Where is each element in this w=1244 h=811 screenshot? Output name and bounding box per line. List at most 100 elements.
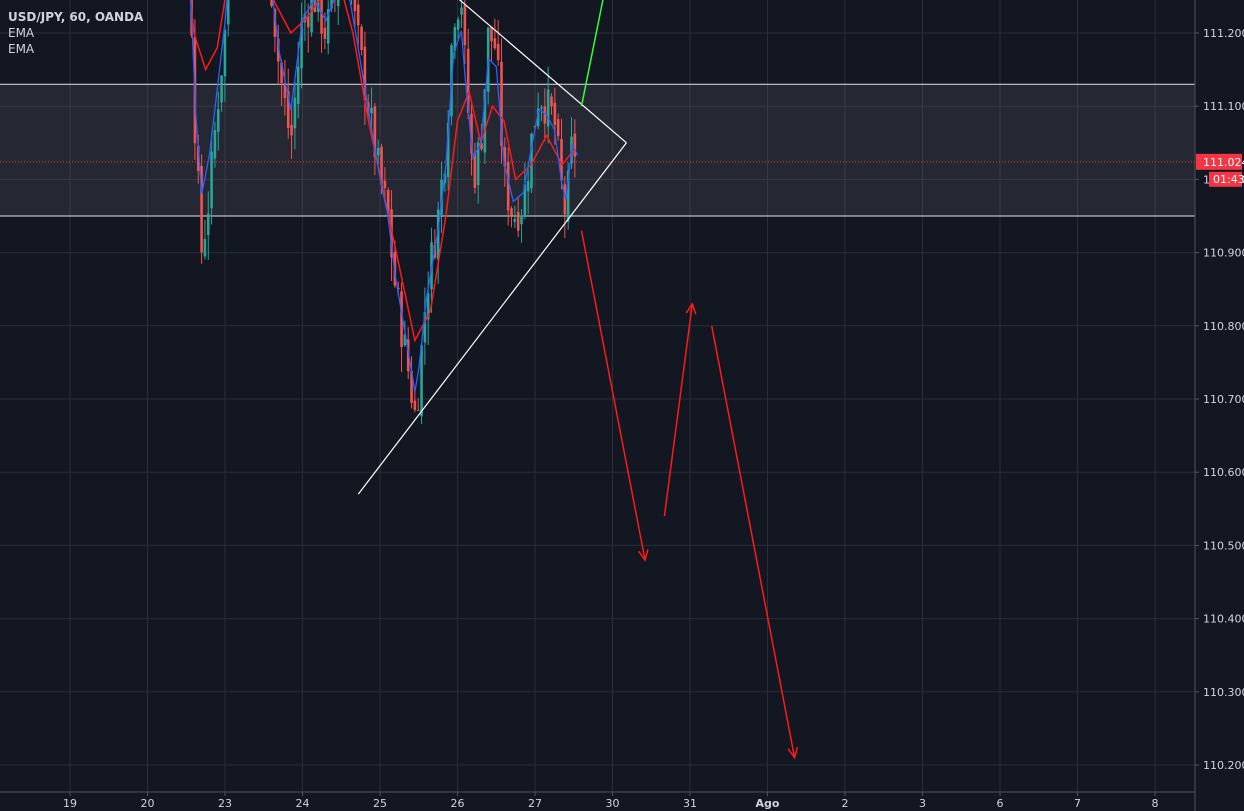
candle-body (456, 19, 460, 30)
price-tick-label[interactable]: 110.300 (1203, 686, 1244, 699)
scenario-arrows (580, 0, 799, 760)
candle-body (556, 119, 560, 137)
time-tick-label[interactable]: 2 (842, 797, 849, 810)
time-tick-label[interactable]: 8 (1152, 797, 1159, 810)
candle-body (360, 26, 363, 50)
candle-body (206, 213, 210, 236)
candle-body (466, 48, 470, 113)
candle-body (303, 13, 307, 23)
candle-body (426, 293, 430, 320)
candle-body (460, 7, 463, 15)
price-tick-label[interactable]: 110.700 (1203, 393, 1244, 406)
candle-body (403, 334, 407, 346)
price-tick-label[interactable]: 111.200 (1203, 27, 1244, 40)
candle-body (196, 145, 200, 171)
triangle-lower-line (357, 142, 627, 495)
price-tick-label[interactable]: 110.500 (1203, 539, 1244, 552)
triangle-pattern (357, 0, 627, 495)
time-tick-label[interactable]: 6 (997, 797, 1004, 810)
last-price-tag (1196, 153, 1242, 170)
ema-slow-line (189, 0, 575, 343)
candle-body (220, 75, 223, 103)
price-axis[interactable]: 112.200112.100112.000111.900111.800111.7… (1194, 0, 1244, 811)
candle-body (513, 219, 517, 222)
time-tick-label[interactable]: 19 (63, 797, 77, 810)
candle-body (203, 238, 207, 257)
candle-body (356, 4, 360, 26)
candle-body (530, 133, 533, 189)
candle-body (383, 180, 387, 189)
candle-body (413, 400, 417, 410)
candle-body (213, 130, 217, 159)
candle-body (510, 208, 513, 216)
price-tick-label[interactable]: 110.400 (1203, 613, 1244, 626)
time-tick-label[interactable]: 23 (218, 797, 232, 810)
candle-body (493, 38, 497, 49)
candle-body (453, 27, 457, 51)
bearish-arrow-head (787, 746, 799, 760)
time-tick-label[interactable]: 26 (451, 797, 465, 810)
candle-body (543, 106, 547, 124)
time-tick-label[interactable]: Ago (756, 797, 780, 810)
candle-body (270, 0, 273, 7)
candle-body (396, 287, 400, 290)
candle-body (330, 0, 333, 9)
indicator-ema-2[interactable]: EMA (8, 42, 35, 56)
candle-body (500, 61, 503, 146)
grid-lines (0, 0, 1195, 792)
candle-body (280, 62, 283, 84)
time-tick-label[interactable]: 25 (373, 797, 387, 810)
candle-body (310, 0, 313, 33)
bearish-arrow-segment (663, 303, 694, 517)
candle-body (473, 153, 477, 188)
candle-body (320, 0, 323, 34)
time-tick-label[interactable]: 31 (683, 797, 697, 810)
candle-body (216, 109, 220, 132)
candle-body (353, 0, 357, 12)
candle-body (573, 133, 577, 157)
candle-body (273, 8, 277, 37)
price-tick-label[interactable]: 110.200 (1203, 759, 1244, 772)
ema-lines (189, 0, 579, 392)
candle-body (300, 21, 303, 69)
candle-body (563, 184, 567, 215)
triangle-upper-line (458, 0, 627, 144)
candle-body (520, 215, 523, 225)
last-price-label[interactable]: 111.024 (1203, 156, 1244, 169)
candle-body (326, 9, 330, 44)
candle-body (410, 370, 413, 403)
time-tick-label[interactable]: 7 (1074, 797, 1081, 810)
candle-body (483, 89, 487, 153)
bearish-arrow-head (637, 549, 649, 562)
symbol-title[interactable]: USD/JPY, 60, OANDA (8, 10, 144, 24)
indicator-ema-1[interactable]: EMA (8, 26, 35, 40)
candle-body (283, 83, 287, 99)
ema-fast-line (190, 0, 579, 392)
price-tick-label[interactable]: 110.900 (1203, 247, 1244, 260)
time-axis[interactable]: 19 20 23 24 25 26 27 30 31 Ago 2 3 6 7 8 (0, 791, 1195, 810)
candle-body (446, 122, 450, 178)
time-tick-label[interactable]: 30 (606, 797, 620, 810)
countdown-label[interactable]: 01:43 (1213, 173, 1244, 186)
time-tick-label[interactable]: 3 (919, 797, 926, 810)
candle-body (536, 108, 540, 127)
candle-body (376, 147, 380, 156)
candle-body (286, 91, 290, 129)
time-tick-label[interactable]: 20 (141, 797, 155, 810)
candle-body (380, 146, 383, 185)
candle-body (496, 43, 500, 61)
candle-body (490, 26, 493, 42)
time-tick-label[interactable]: 27 (528, 797, 542, 810)
candle-body (506, 162, 510, 211)
time-tick-label[interactable]: 24 (296, 797, 310, 810)
candle-body (226, 0, 230, 25)
candle-body (523, 184, 527, 217)
price-tick-label[interactable]: 110.600 (1203, 466, 1244, 479)
candle-body (546, 89, 550, 127)
zone-fill (0, 84, 1195, 217)
candle-body (463, 5, 467, 46)
price-tick-label[interactable]: 110.800 (1203, 320, 1244, 333)
price-tick-label[interactable]: 111.100 (1203, 100, 1244, 113)
